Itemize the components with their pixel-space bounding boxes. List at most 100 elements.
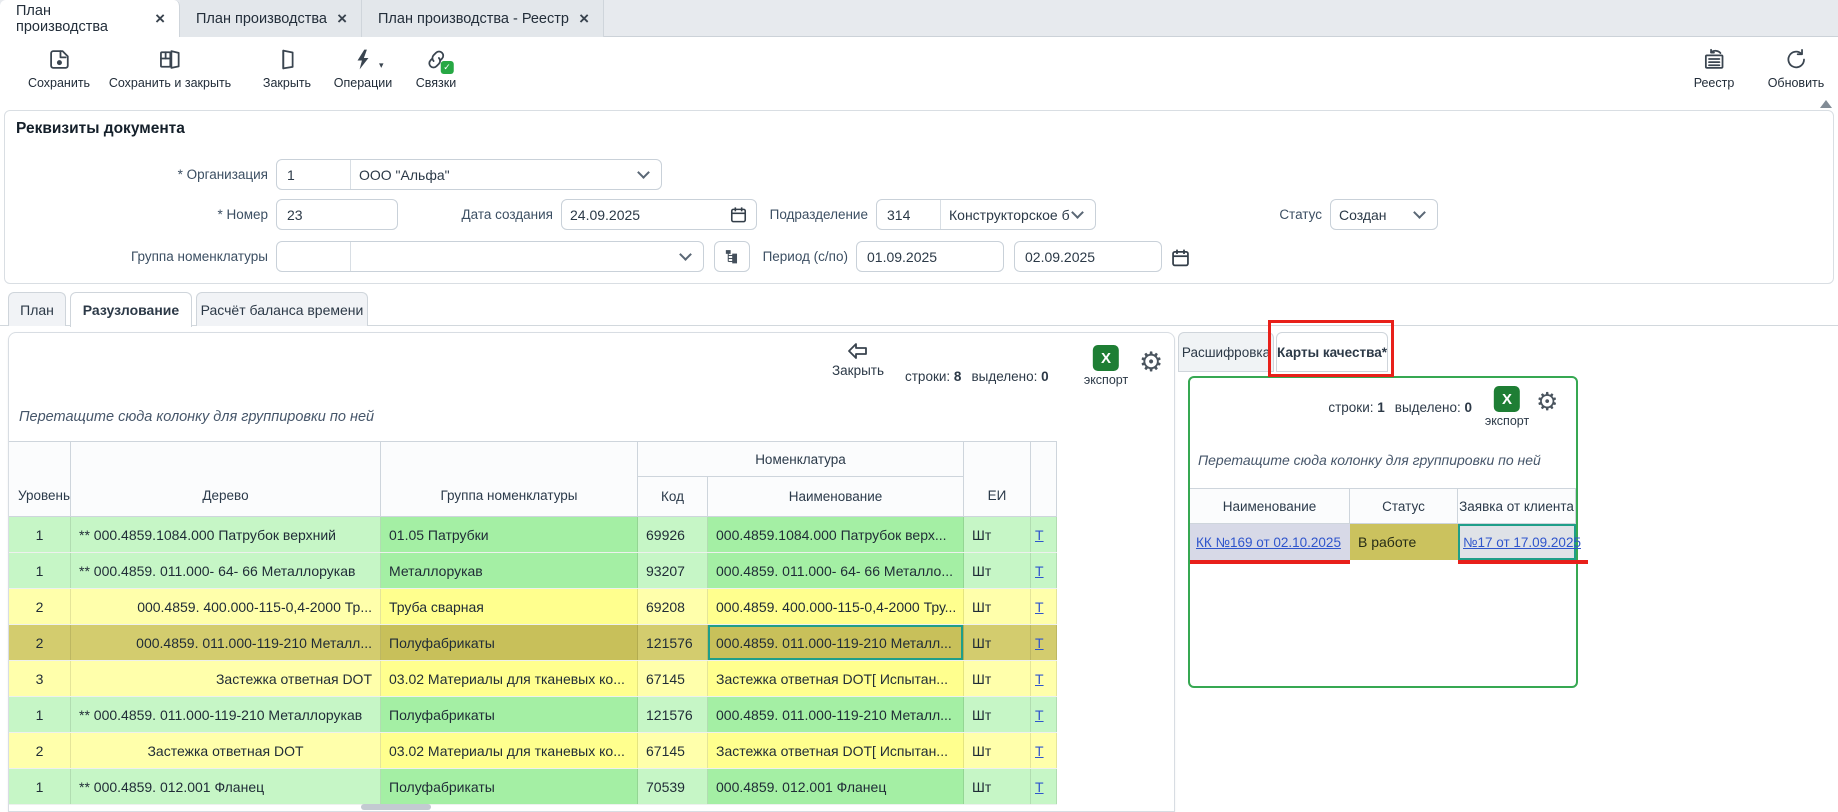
cell-code: 121576: [638, 625, 708, 660]
department-code[interactable]: 314: [877, 200, 941, 229]
table-row-selected[interactable]: 2 000.4859. 011.000-119-210 Металл... По…: [9, 625, 1057, 661]
save-button[interactable]: Сохранить: [28, 47, 90, 90]
document-tab-bar: План Разузлование Расчёт баланса времени: [0, 288, 1838, 327]
row-link[interactable]: Т: [1035, 634, 1044, 651]
row-link[interactable]: Т: [1035, 670, 1044, 687]
close-icon[interactable]: ×: [579, 8, 589, 28]
tab-decode[interactable]: Расшифровка: [1178, 332, 1274, 372]
table-header: Уровень Дерево Группа номенклатуры Номен…: [9, 441, 1057, 517]
organization-name: ООО "Альфа": [359, 166, 450, 183]
cell-name-focused[interactable]: 000.4859. 011.000-119-210 Металл...: [708, 625, 964, 660]
cell-link: Т: [1031, 661, 1057, 696]
organization-code[interactable]: 1: [277, 160, 351, 189]
row-link[interactable]: Т: [1035, 598, 1044, 615]
cell-link: Т: [1031, 769, 1057, 804]
department-name: Конструкторское бюр: [949, 206, 1069, 223]
close-document-button[interactable]: Закрыть: [263, 47, 311, 90]
close-icon[interactable]: ×: [337, 8, 347, 28]
row-link[interactable]: Т: [1035, 562, 1044, 579]
collapse-arrow-icon[interactable]: [1820, 100, 1832, 108]
creation-date-picker[interactable]: 24.09.2025: [561, 199, 757, 230]
table-row-selected[interactable]: КК №169 от 02.10.2025 В работе №17 от 17…: [1190, 524, 1581, 560]
window-tab-registry[interactable]: План производства - Реестр ×: [362, 0, 604, 37]
cell-level: 1: [9, 769, 71, 804]
cell-level: 1: [9, 553, 71, 588]
status-combo[interactable]: Создан: [1330, 199, 1438, 230]
window-tab-plan-1[interactable]: План производства ×: [0, 0, 180, 37]
horizontal-scrollbar-thumb[interactable]: [361, 804, 431, 810]
column-header-code[interactable]: Код: [638, 477, 708, 516]
column-header-level[interactable]: Уровень: [9, 442, 71, 516]
cell-link: Т: [1031, 733, 1057, 768]
organization-combo[interactable]: 1 ООО "Альфа": [276, 159, 662, 190]
group-by-hint: Перетащите сюда колонку для группировки …: [1198, 452, 1541, 468]
table-header: Наименование Статус Заявка от клиента: [1190, 488, 1576, 524]
links-button[interactable]: ✓ Связки: [416, 47, 456, 90]
tab-balance[interactable]: Расчёт баланса времени: [196, 292, 368, 326]
grid-row-counts: строки: 8 выделено: 0: [905, 369, 1049, 384]
cell-status: В работе: [1350, 524, 1458, 560]
row-link[interactable]: Т: [1035, 526, 1044, 543]
nomenclature-group-combo[interactable]: [276, 241, 704, 272]
save-and-close-button[interactable]: Сохранить и закрыть: [109, 47, 231, 90]
main-grid-panel: Закрыть строки: 8 выделено: 0 X экспорт ⚙…: [8, 332, 1175, 812]
registry-button[interactable]: Реестр: [1694, 47, 1734, 90]
column-header-nomenclature[interactable]: Номенклатура: [638, 442, 964, 478]
department-combo[interactable]: 314 Конструкторское бюр: [876, 199, 1096, 230]
quality-cards-panel: строки: 1 выделено: 0 X экспорт ⚙ Перетащ…: [1188, 376, 1588, 688]
period-from-input[interactable]: [856, 241, 1004, 272]
close-icon[interactable]: ×: [155, 8, 165, 28]
cell-tree: Застежка ответная DOT: [71, 733, 381, 768]
column-header-status[interactable]: Статус: [1350, 489, 1458, 523]
cell-level: 1: [9, 517, 71, 552]
cell-unit: Шт: [964, 733, 1031, 768]
cell-code: 70539: [638, 769, 708, 804]
row-link[interactable]: Т: [1035, 742, 1044, 759]
column-header-links[interactable]: [1031, 442, 1057, 516]
table-row[interactable]: 1 ** 000.4859.1084.000 Патрубок верхний …: [9, 517, 1057, 553]
tree-select-button[interactable]: [714, 241, 750, 272]
cell-code: 67145: [638, 733, 708, 768]
row-link[interactable]: Т: [1035, 778, 1044, 795]
window-tab-plan-2[interactable]: План производства ×: [180, 0, 362, 37]
cell-group: Полуфабрикаты: [381, 697, 638, 732]
period-label: Период (с/по): [762, 249, 848, 264]
export-excel-button[interactable]: X экспорт: [1084, 345, 1128, 387]
cell-link: Т: [1031, 517, 1057, 552]
export-excel-button[interactable]: X экспорт: [1485, 386, 1529, 428]
refresh-button[interactable]: Обновить: [1768, 47, 1824, 90]
column-header-group[interactable]: Группа номенклатуры: [381, 442, 638, 516]
cell-name: 000.4859. 400.000-115-0,4-2000 Тру...: [708, 589, 964, 624]
cell-link: Т: [1031, 625, 1057, 660]
table-row[interactable]: 2 000.4859. 400.000-115-0,4-2000 Тр... Т…: [9, 589, 1057, 625]
tab-razuzlovanie[interactable]: Разузлование: [70, 292, 192, 327]
period-calendar-button[interactable]: [1170, 247, 1199, 271]
grid-close-button[interactable]: Закрыть: [832, 341, 884, 378]
cell-link: Т: [1031, 697, 1057, 732]
row-link[interactable]: Т: [1035, 706, 1044, 723]
cell-link: Т: [1031, 553, 1057, 588]
nomenclature-group-code[interactable]: [277, 242, 351, 271]
column-header-unit[interactable]: ЕИ: [964, 442, 1031, 516]
table-row[interactable]: 1 ** 000.4859. 011.000- 64- 66 Металлору…: [9, 553, 1057, 589]
operations-button[interactable]: ▾ Операции: [334, 47, 392, 90]
table-row[interactable]: 2 Застежка ответная DOT 03.02 Материалы …: [9, 733, 1057, 769]
table-row[interactable]: 1 ** 000.4859. 012.001 Фланец Полуфабрик…: [9, 769, 1057, 805]
column-header-name[interactable]: Наименование: [708, 477, 964, 516]
cell-unit: Шт: [964, 553, 1031, 588]
tab-plan[interactable]: План: [8, 292, 66, 326]
cell-code: 69208: [638, 589, 708, 624]
table-row[interactable]: 3 Застежка ответная DOT 03.02 Материалы …: [9, 661, 1057, 697]
client-request-link[interactable]: №17 от 17.09.2025: [1463, 534, 1581, 550]
column-header-request[interactable]: Заявка от клиента: [1458, 489, 1576, 523]
column-header-tree[interactable]: Дерево: [71, 442, 381, 516]
cell-request-focused: №17 от 17.09.2025: [1458, 524, 1581, 560]
tab-quality-cards[interactable]: Карты качества*: [1276, 332, 1388, 372]
table-row[interactable]: 1 ** 000.4859. 011.000-119-210 Металлору…: [9, 697, 1057, 733]
gear-icon[interactable]: ⚙: [1139, 347, 1164, 377]
gear-icon[interactable]: ⚙: [1536, 388, 1559, 416]
number-input[interactable]: [276, 199, 398, 230]
quality-card-link[interactable]: КК №169 от 02.10.2025: [1196, 534, 1341, 550]
period-to-input[interactable]: [1014, 241, 1162, 272]
column-header-name[interactable]: Наименование: [1190, 489, 1350, 523]
